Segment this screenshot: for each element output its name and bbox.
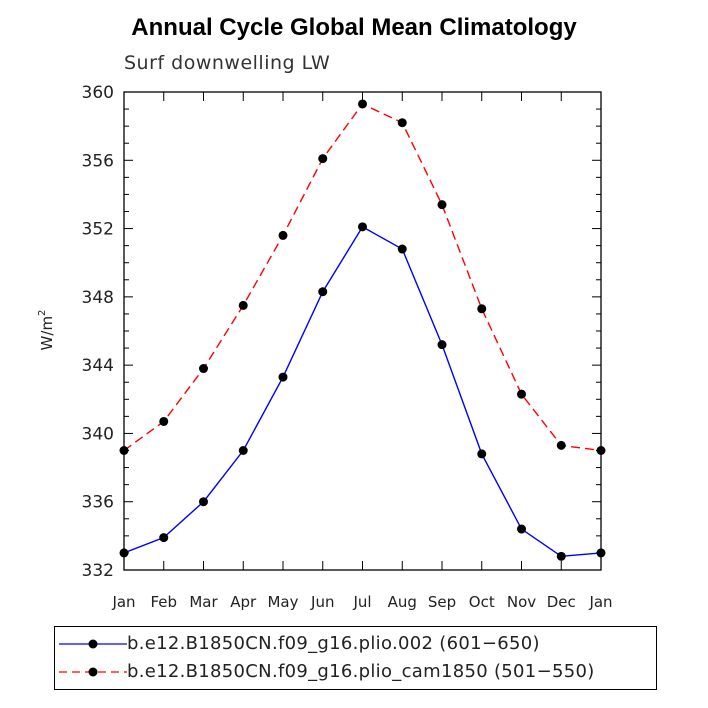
series-2-point <box>437 200 447 210</box>
x-tick-label: Mar <box>189 593 218 611</box>
y-tick-label: 352 <box>82 220 114 240</box>
series-2-point <box>199 364 208 374</box>
series-2-point <box>397 118 407 128</box>
series-2-point <box>159 416 169 426</box>
series-1-point <box>556 551 566 561</box>
series-line-1 <box>123 225 602 558</box>
series-1-point <box>517 524 526 534</box>
series-2-point <box>556 440 566 450</box>
y-axis: 332 336 340 344 348 352 356 360 <box>82 83 601 581</box>
series-1-point <box>119 548 129 558</box>
x-tick-label: Jul <box>352 593 371 611</box>
legend-entry-2: b.e12.B1850CN.f09_g16.plio_cam1850 (501−… <box>55 659 656 687</box>
legend-label-2: b.e12.B1850CN.f09_g16.plio_cam1850 (501−… <box>127 661 595 682</box>
plot-border <box>123 91 602 571</box>
series-2-point <box>238 300 248 310</box>
legend-marker-1 <box>59 639 127 649</box>
series-1-point <box>596 548 606 558</box>
series-1-point <box>397 244 407 254</box>
series-1-point <box>318 287 328 297</box>
y-tick-label: 332 <box>82 561 114 581</box>
series-2-point <box>318 154 328 164</box>
series-1-point <box>358 222 367 232</box>
plot-frame <box>123 91 602 571</box>
y-tick-label: 344 <box>82 356 114 376</box>
x-tick-label: May <box>267 593 298 611</box>
series-1-point <box>159 533 169 543</box>
series-2-point <box>278 230 288 240</box>
series-line-2 <box>123 103 602 452</box>
x-tick-label: Jan <box>111 593 135 611</box>
x-tick-label: Aug <box>388 593 417 611</box>
series-2-point <box>596 446 606 455</box>
legend-label-1: b.e12.B1850CN.f09_g16.plio.002 (601−650) <box>127 633 540 654</box>
y-tick-label: 360 <box>82 83 114 103</box>
x-tick-label: Oct <box>469 593 495 611</box>
y-tick-label: 336 <box>82 493 114 513</box>
series-1-point <box>477 449 487 459</box>
series-1-point <box>199 497 208 507</box>
y-tick-label: 356 <box>82 151 114 171</box>
series-layer <box>119 99 606 561</box>
legend: b.e12.B1850CN.f09_g16.plio.002 (601−650)… <box>54 626 657 690</box>
legend-entry-1: b.e12.B1850CN.f09_g16.plio.002 (601−650) <box>55 631 656 659</box>
chart-title: Annual Cycle Global Mean Climatology <box>131 14 577 41</box>
y-axis-label: W/m2 <box>37 310 56 351</box>
x-axis: Jan Feb Mar Apr May Jun Jul Aug Sep Oct Nov Dec Jan <box>111 92 613 611</box>
series-1-point <box>437 340 447 350</box>
x-tick-label: Apr <box>230 593 257 611</box>
series-1-point <box>238 446 248 455</box>
series-2-point <box>517 389 526 399</box>
y-tick-label: 340 <box>82 424 114 444</box>
x-tick-label: Feb <box>150 593 177 611</box>
x-tick-label: Jan <box>588 593 612 611</box>
series-1-point <box>278 372 288 382</box>
series-2-point <box>477 304 487 314</box>
series-2-point <box>119 446 129 455</box>
y-tick-label: 348 <box>82 288 114 308</box>
x-tick-label: Jun <box>310 593 334 611</box>
legend-marker-2 <box>59 667 127 677</box>
line-chart: 332 336 340 344 348 352 356 360 Jan Feb Mar Apr May… <box>37 83 613 611</box>
x-tick-label: Nov <box>507 593 536 611</box>
chart-subtitle: Surf downwelling LW <box>124 52 331 74</box>
x-tick-label: Dec <box>547 593 576 611</box>
series-2-point <box>358 99 367 109</box>
x-tick-label: Sep <box>428 593 456 611</box>
